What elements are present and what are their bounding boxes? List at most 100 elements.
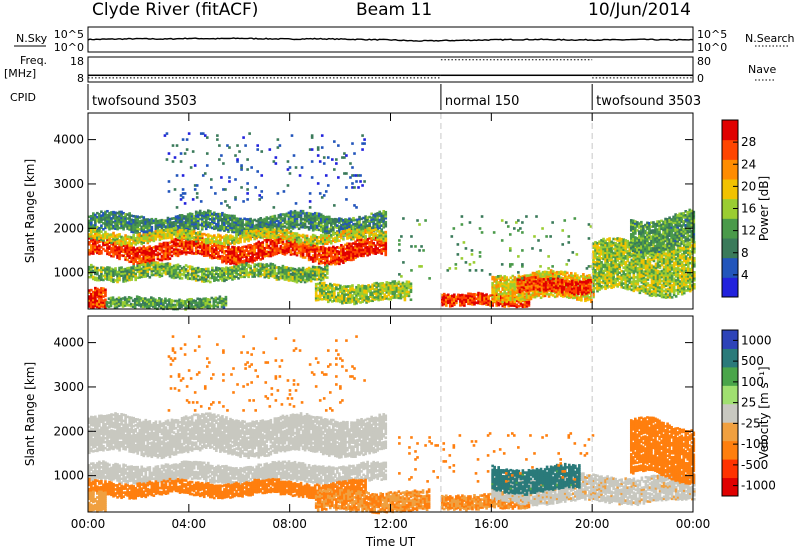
power-cell <box>178 229 182 232</box>
power-cell <box>375 285 378 289</box>
power-cell <box>365 287 368 290</box>
power-cell <box>115 299 119 303</box>
power-cell <box>356 218 359 222</box>
power-cell <box>200 302 204 306</box>
power-cell <box>192 301 195 304</box>
power-cell <box>209 242 212 246</box>
power-cell <box>497 301 500 305</box>
power-cell <box>162 243 166 247</box>
power-cell <box>130 268 133 271</box>
power-cell <box>213 211 216 215</box>
power-cell <box>219 218 222 222</box>
power-cell <box>257 240 261 244</box>
power-cell <box>138 224 142 227</box>
power-cell <box>503 291 507 294</box>
power-cell <box>382 221 386 225</box>
power-cell <box>237 239 240 243</box>
power-cell <box>368 223 371 227</box>
power-cell <box>293 269 297 273</box>
power-cell <box>148 220 152 224</box>
power-cell <box>255 228 258 232</box>
power-cell <box>397 292 401 296</box>
power-cell <box>215 272 218 276</box>
power-cell <box>303 238 307 242</box>
power-cell <box>180 234 184 238</box>
power-cell <box>273 234 277 238</box>
power-cell <box>235 229 238 232</box>
power-cell <box>257 227 261 231</box>
power-cell <box>303 214 307 217</box>
power-cell <box>361 288 364 292</box>
power-cell <box>186 243 190 246</box>
power-cell <box>209 272 212 276</box>
power-cell <box>358 251 361 255</box>
plot-title: Clyde River (fitACF) <box>92 0 259 20</box>
power-cell <box>348 254 351 258</box>
power-cell <box>405 288 409 292</box>
power-cell <box>239 227 242 231</box>
power-cell <box>222 305 226 309</box>
power-cell <box>263 231 267 234</box>
power-cell <box>220 299 224 302</box>
power-cell <box>136 261 140 264</box>
power-cell <box>317 275 321 279</box>
power-cell <box>374 248 377 251</box>
power-cell <box>309 275 313 279</box>
power-cell <box>217 243 220 246</box>
power-cell <box>359 287 362 290</box>
power-cell <box>231 257 234 261</box>
power-cell <box>313 219 317 223</box>
power-cell <box>162 265 166 268</box>
power-cell <box>202 280 206 283</box>
power-cell <box>198 213 202 217</box>
power-cell <box>383 283 387 286</box>
power-cell <box>198 276 202 279</box>
power-cell <box>144 235 148 238</box>
power-cell <box>364 246 367 249</box>
power-cell <box>321 216 325 220</box>
power-cell <box>108 274 111 278</box>
power-cell <box>342 231 345 235</box>
power-cell <box>261 253 265 256</box>
power-cell <box>303 242 307 246</box>
power-cell <box>100 238 103 241</box>
power-cell <box>104 298 107 302</box>
power-cell <box>323 225 327 229</box>
power-cell <box>305 236 309 240</box>
power-cell <box>271 263 275 266</box>
power-cell <box>237 258 240 261</box>
power-cell <box>219 216 222 220</box>
power-cell <box>90 273 93 277</box>
power-cell <box>128 224 131 227</box>
power-cell <box>444 294 448 297</box>
power-cell <box>265 232 269 235</box>
power-cell <box>235 217 238 220</box>
power-cell <box>106 272 109 275</box>
power-cell <box>108 221 111 225</box>
power-cell <box>533 289 537 293</box>
power-cell <box>513 276 517 279</box>
power-cell <box>311 233 315 237</box>
power-cell <box>98 220 101 224</box>
power-cell <box>170 250 174 254</box>
power-cell <box>361 300 364 304</box>
power-cell <box>334 238 337 242</box>
power-cell <box>374 236 377 240</box>
power-cell <box>440 303 444 307</box>
power-cell <box>186 238 190 241</box>
power-cell <box>313 266 317 269</box>
power-cell <box>247 233 250 237</box>
power-cell <box>217 267 220 270</box>
power-cell <box>346 256 349 259</box>
power-cell <box>355 299 358 303</box>
power-cell <box>241 231 244 235</box>
power-cell <box>102 291 105 294</box>
power-cell <box>531 289 535 293</box>
power-cell <box>403 284 407 288</box>
power-cell <box>281 246 285 249</box>
power-cell <box>120 226 123 230</box>
power-cell <box>371 283 374 287</box>
power-cell <box>507 282 511 286</box>
power-cell <box>200 221 204 225</box>
power-cell <box>229 254 232 257</box>
